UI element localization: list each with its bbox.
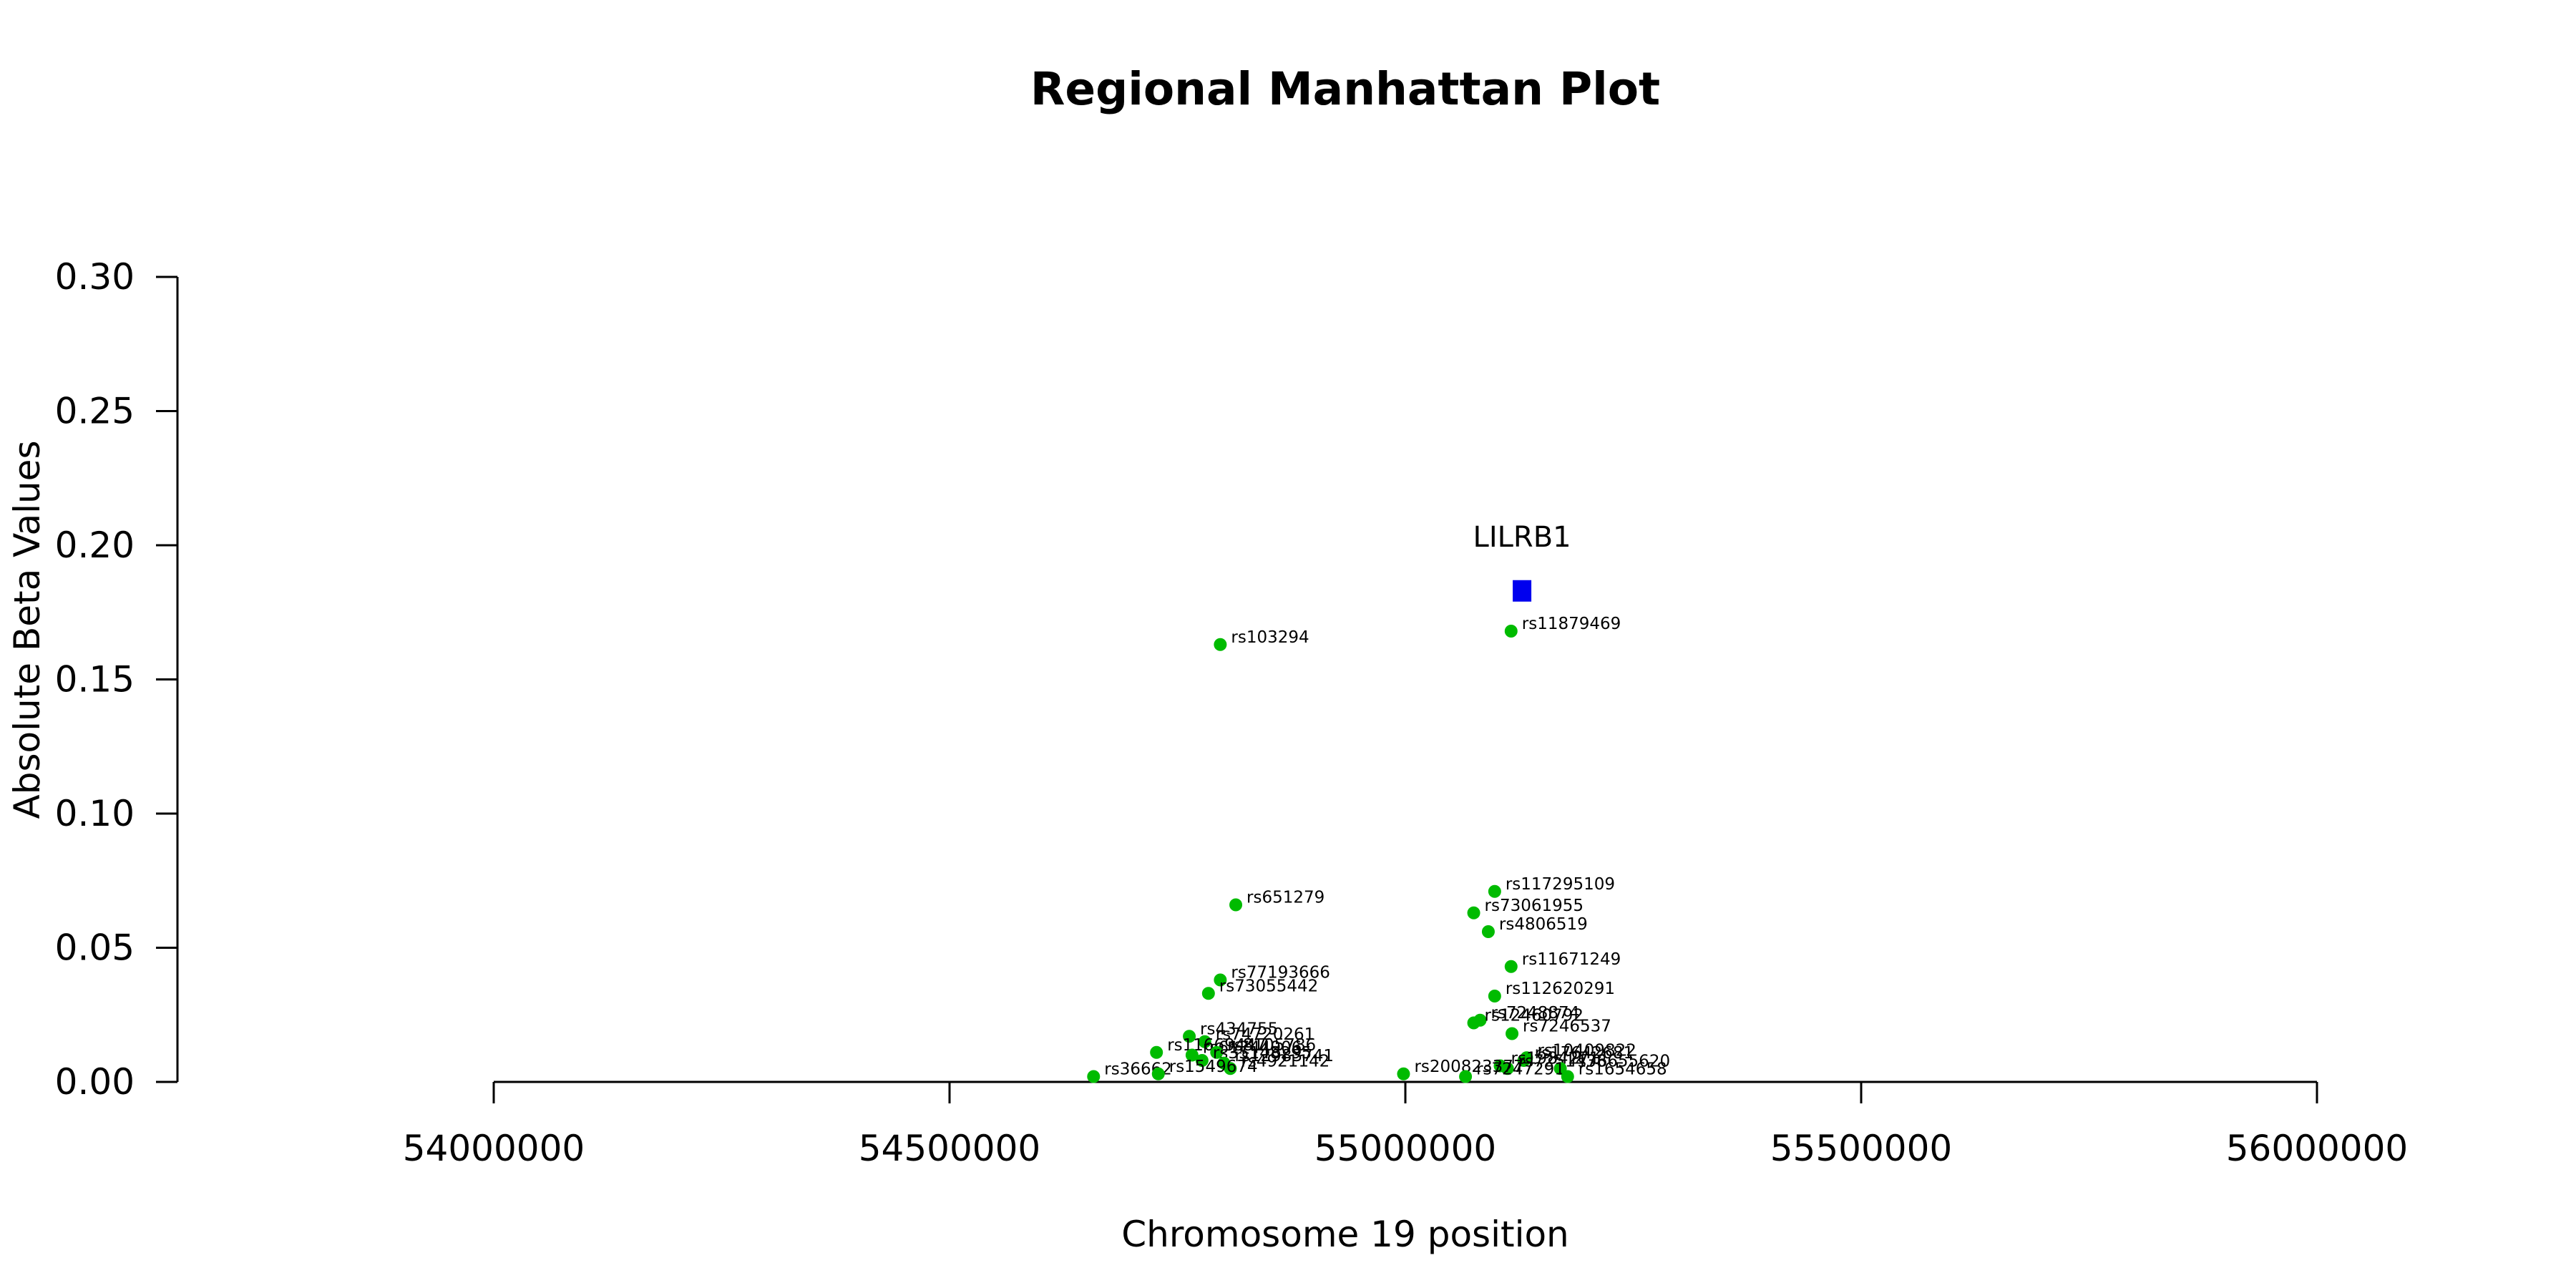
- snp-label: rs17642681: [1535, 1044, 1634, 1063]
- snp-point: [1467, 1016, 1480, 1030]
- y-tick-label: 0.10: [55, 793, 135, 834]
- y-tick-label: 0.25: [55, 391, 135, 432]
- snp-label: rs7247291: [1476, 1060, 1565, 1079]
- snp-label: rs76655620: [1571, 1052, 1671, 1070]
- snp-point: [1481, 925, 1495, 938]
- x-tick-label: 54000000: [403, 1128, 585, 1169]
- snp-label: rs74720261: [1216, 1025, 1315, 1044]
- gene-label: LILRB1: [1473, 521, 1571, 554]
- x-axis: 54000000 54500000 55000000 55500000 56000000: [403, 1080, 2409, 1169]
- snp-label: rs77193666: [1231, 964, 1330, 982]
- snp-label: rs651279: [1246, 889, 1324, 907]
- snp-point: [1506, 1027, 1519, 1040]
- snp-point: [1488, 990, 1501, 1002]
- snp-label: rs12460792: [1485, 1007, 1584, 1025]
- snp-point: [1183, 1030, 1196, 1043]
- x-ticks: 54000000 54500000 55000000 55500000 56000000: [403, 1082, 2409, 1169]
- snp-label: rs73055442: [1219, 977, 1319, 995]
- snp-point: [1467, 906, 1480, 919]
- chart-title: Regional Manhattan Plot: [1030, 63, 1660, 115]
- snp-label: rs7246537: [1523, 1018, 1611, 1036]
- snp-point: [1488, 884, 1501, 898]
- snp-point: [1150, 1045, 1163, 1059]
- y-tick-label: 0.20: [55, 525, 135, 566]
- snp-label: rs112620291: [1506, 980, 1615, 998]
- snp-label: rs434755: [1200, 1020, 1278, 1038]
- snp-point: [1087, 1070, 1101, 1083]
- snp-point: [1517, 1054, 1531, 1067]
- y-tick-label: 0.05: [55, 927, 135, 969]
- gene-marker: [1513, 580, 1532, 602]
- snp-point: [1504, 960, 1518, 973]
- snp-label: rs4806519: [1499, 915, 1588, 934]
- y-tick-label: 0.00: [55, 1061, 135, 1103]
- x-tick-label: 56000000: [2226, 1128, 2409, 1169]
- snp-label: rs8105786: [1227, 1036, 1316, 1055]
- x-tick-label: 54500000: [859, 1128, 1041, 1169]
- snp-point: [1198, 1035, 1211, 1048]
- y-axis-label: Absolute Beta Values: [6, 441, 48, 819]
- y-tick-label: 0.30: [55, 256, 135, 298]
- x-axis-label: Chromosome 19 position: [1121, 1214, 1569, 1255]
- snp-label: rs11671249: [1522, 950, 1621, 969]
- snp-point: [1229, 898, 1243, 912]
- snp-point: [1561, 1070, 1574, 1083]
- snp-point: [1151, 1067, 1165, 1080]
- snp-point: [1397, 1067, 1410, 1080]
- snp-label: rs11879469: [1522, 615, 1621, 633]
- snp-label: rs35148295: [1213, 1044, 1312, 1063]
- x-tick-label: 55000000: [1314, 1128, 1497, 1169]
- snp-points: rs103294 rs11879469 rs651279 rs117295109 rs7…: [1087, 615, 1670, 1083]
- gene-marker-group: LILRB1: [1473, 521, 1571, 602]
- snp-point: [1185, 1048, 1199, 1062]
- snp-point: [1201, 987, 1215, 1000]
- snp-point: [1501, 1062, 1514, 1075]
- y-axis: 0.00 0.05 0.10 0.15 0.20 0.25 0.30: [55, 256, 179, 1103]
- snp-point: [1214, 638, 1227, 651]
- snp-point: [1504, 625, 1518, 638]
- snp-label: rs1549674: [1169, 1058, 1258, 1076]
- snp-label: rs73061955: [1485, 897, 1584, 915]
- snp-point: [1210, 1045, 1224, 1059]
- snp-point: [1459, 1070, 1473, 1083]
- snp-label: rs4921142: [1241, 1052, 1330, 1070]
- snp-point: [1195, 1054, 1209, 1067]
- snp-label: rs10409822: [1537, 1041, 1636, 1060]
- y-tick-label: 0.15: [55, 659, 135, 701]
- snp-label: rs12983741: [1234, 1047, 1334, 1065]
- snp-point: [1224, 1062, 1237, 1075]
- snp-label: rs103294: [1231, 628, 1309, 647]
- y-ticks: 0.00 0.05 0.10 0.15 0.20 0.25 0.30: [55, 256, 177, 1103]
- snp-label: rs7248874: [1491, 1004, 1579, 1023]
- snp-point: [1214, 973, 1227, 987]
- snp-label: rs117295109: [1506, 875, 1615, 894]
- snp-label: rs1654658: [1579, 1060, 1667, 1079]
- x-tick-label: 55500000: [1770, 1128, 1953, 1169]
